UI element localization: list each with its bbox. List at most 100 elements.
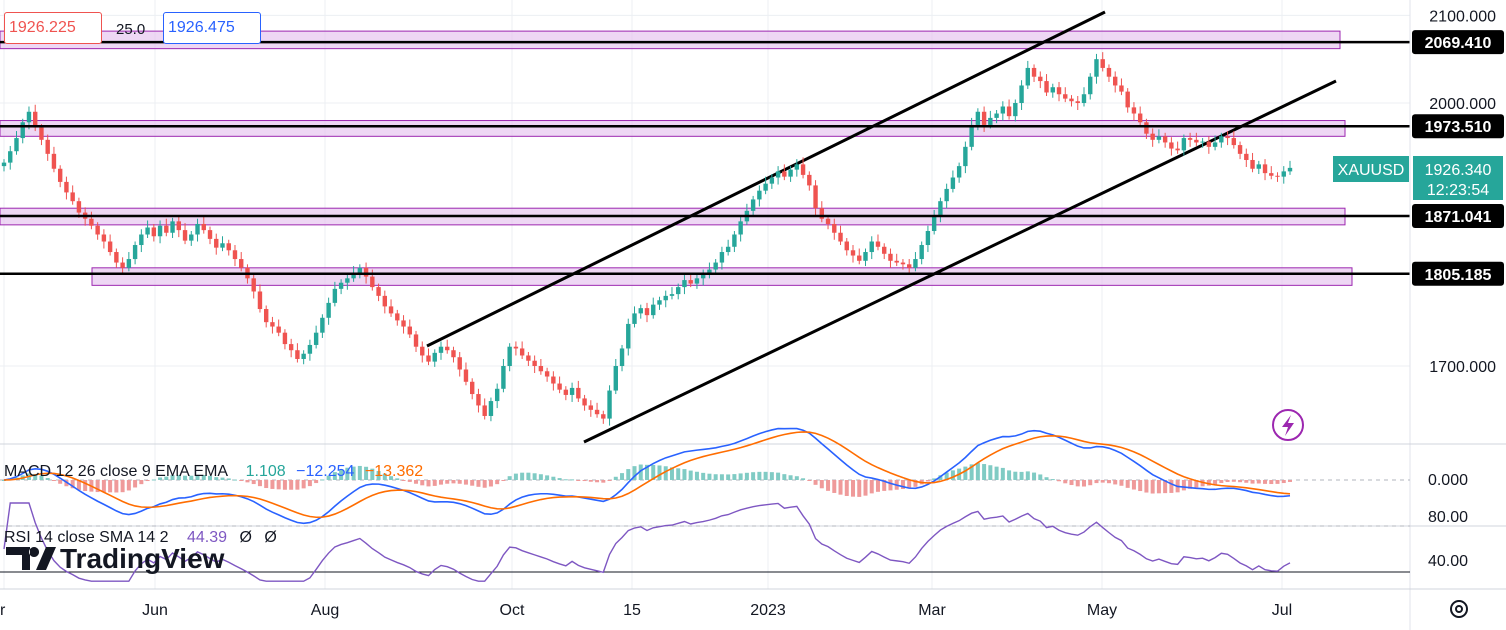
- candle: [1106, 64, 1112, 82]
- candle: [157, 220, 163, 244]
- macd-bar: [451, 480, 456, 484]
- candle-body: [632, 313, 637, 324]
- candle: [544, 367, 550, 382]
- candle: [70, 185, 75, 205]
- rsi-pane[interactable]: RSI 14 close SMA 14 2 44.39 Ø Ø 80.00 40…: [0, 502, 1468, 582]
- y-tick-label: 1700.000: [1429, 359, 1496, 376]
- candle: [1281, 166, 1286, 184]
- candle-body: [195, 223, 200, 235]
- candle-body: [725, 246, 731, 253]
- candle: [426, 348, 431, 366]
- candle: [906, 259, 912, 275]
- macd-bar: [938, 475, 943, 480]
- candle-body: [20, 122, 25, 139]
- candle: [582, 394, 587, 411]
- candle: [39, 124, 44, 146]
- macd-bar: [538, 474, 543, 480]
- macd-bar: [1138, 480, 1143, 492]
- candle: [788, 166, 793, 182]
- candle-body: [145, 227, 150, 235]
- macd-bar: [757, 471, 762, 480]
- sell-price-box[interactable]: 1926.225: [4, 12, 102, 44]
- macd-bar: [744, 472, 749, 480]
- candle: [357, 264, 363, 279]
- grid: [0, 0, 1410, 589]
- macd-bar: [232, 479, 237, 481]
- candle-body: [1200, 141, 1205, 143]
- macd-bar: [1238, 480, 1243, 483]
- macd-bar: [1281, 480, 1286, 484]
- candle-body: [694, 278, 700, 284]
- macd-bar: [532, 473, 537, 480]
- candle: [232, 245, 238, 267]
- candle-body: [1131, 107, 1137, 114]
- candle-body: [1256, 164, 1261, 169]
- macd-bar: [551, 476, 556, 480]
- macd-line: [3, 427, 1291, 525]
- macd-bar: [83, 480, 88, 492]
- candle: [1019, 80, 1024, 111]
- candle: [276, 319, 281, 337]
- candle: [420, 341, 425, 363]
- candle-body: [214, 238, 219, 248]
- macd-bar: [164, 476, 169, 480]
- candle-body: [1125, 91, 1130, 108]
- candle-body: [457, 357, 462, 370]
- macd-bar: [638, 464, 643, 480]
- candle: [663, 290, 668, 308]
- levels: [0, 40, 1410, 276]
- macd-bar: [776, 472, 781, 480]
- macd-bar: [1231, 480, 1236, 482]
- x-tick-label: Oct: [500, 602, 525, 619]
- candle: [432, 349, 437, 367]
- candle: [763, 176, 768, 195]
- macd-bar: [382, 473, 387, 480]
- macd-bar: [1013, 471, 1018, 480]
- candle: [1144, 118, 1149, 139]
- y-tick-label: 2100.000: [1429, 8, 1496, 25]
- symbol-name: XAUUSD: [1338, 162, 1405, 179]
- macd-bar: [76, 480, 81, 490]
- candle: [551, 371, 556, 391]
- candle-body: [1088, 76, 1093, 95]
- candle-body: [14, 138, 19, 152]
- candle: [956, 162, 962, 183]
- macd-bar: [220, 477, 225, 480]
- macd-bar: [1213, 480, 1218, 485]
- candle-body: [114, 252, 119, 263]
- x-tick-labels[interactable]: r Jun Aug Oct 15 2023 Mar May Jul: [0, 602, 1292, 619]
- candles[interactable]: [1, 52, 1293, 426]
- candle-body: [1106, 67, 1112, 77]
- rsi-y-tick-40: 40.00: [1428, 553, 1468, 570]
- macd-bar: [214, 477, 219, 480]
- candle-body: [388, 306, 394, 314]
- candle: [57, 165, 63, 188]
- macd-bar: [1094, 480, 1099, 484]
- candle-body: [76, 201, 82, 213]
- candle-body: [351, 273, 356, 279]
- candle-body: [775, 171, 781, 178]
- candle-body: [582, 398, 587, 406]
- macd-pane[interactable]: MACD 12 26 close 9 EMA EMA 1.108 −12.254…: [0, 427, 1468, 525]
- symbol-label: XAUUSD 1926.340 12:23:54: [1333, 156, 1503, 200]
- candle: [1262, 159, 1268, 181]
- candle-body: [1100, 59, 1105, 68]
- candle-body: [832, 223, 837, 233]
- candle: [445, 339, 450, 354]
- candle-body: [70, 192, 75, 202]
- candle: [588, 400, 594, 417]
- candle-body: [925, 230, 931, 246]
- lightning-icon[interactable]: [1272, 409, 1304, 441]
- gear-icon[interactable]: [1450, 600, 1468, 618]
- candle: [1169, 137, 1174, 156]
- macd-bar: [320, 479, 325, 481]
- candle-body: [363, 267, 369, 277]
- macd-bar: [932, 478, 937, 480]
- buy-price-box[interactable]: 1926.475: [163, 12, 261, 44]
- candle-body: [507, 346, 512, 366]
- price-axis[interactable]: 1700.000 2000.000 2100.000 2069.410 1973.51…: [1409, 0, 1504, 630]
- candle: [888, 248, 893, 268]
- macd-bar: [545, 475, 550, 480]
- tradingview-logo[interactable]: TradingView: [6, 543, 225, 574]
